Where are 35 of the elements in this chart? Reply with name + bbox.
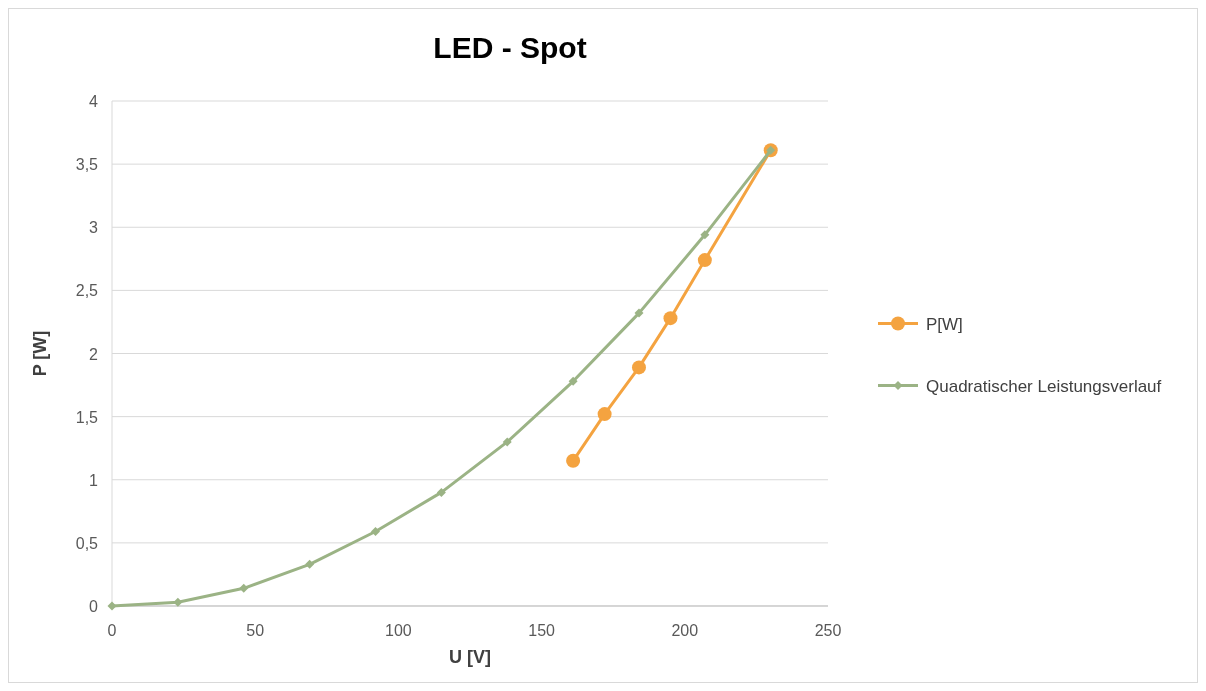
x-tick-label: 250 (814, 622, 842, 639)
point (436, 487, 446, 497)
point (239, 583, 249, 593)
x-tick-label: 100 (385, 622, 412, 639)
y-tick-label: 2 (89, 345, 99, 363)
point (305, 559, 315, 569)
x-tick-label: 200 (671, 622, 699, 639)
x-tick-label: 0 (107, 622, 117, 639)
y-axis-title: P [W] (30, 330, 50, 377)
point (631, 360, 646, 375)
y-tick-label: 0 (89, 598, 99, 615)
legend-label: P[W] (926, 314, 963, 334)
y-tick-label: 3 (89, 219, 99, 237)
point (663, 311, 678, 326)
point (107, 601, 117, 611)
y-tick-label: 0,5 (75, 534, 99, 552)
x-axis-title: U [V] (449, 647, 491, 667)
y-tick-label: 1 (89, 471, 99, 489)
point (566, 453, 581, 468)
x-tick-label: 150 (528, 622, 556, 639)
chart-title: LED - Spot (433, 31, 587, 64)
y-tick-label: 3,5 (75, 156, 99, 174)
point (568, 376, 578, 386)
y-tick-label: 4 (89, 93, 99, 110)
y-tick-label: 2,5 (75, 282, 99, 300)
point (597, 407, 612, 422)
point (700, 230, 710, 240)
point (173, 597, 183, 607)
x-tick-label: 50 (246, 622, 265, 639)
y-tick-label: 1,5 (75, 408, 99, 426)
point (634, 308, 644, 318)
point (370, 527, 380, 537)
point (697, 253, 712, 268)
legend-label: Quadratischer Leistungsverlauf (926, 376, 1162, 396)
point (502, 437, 512, 447)
